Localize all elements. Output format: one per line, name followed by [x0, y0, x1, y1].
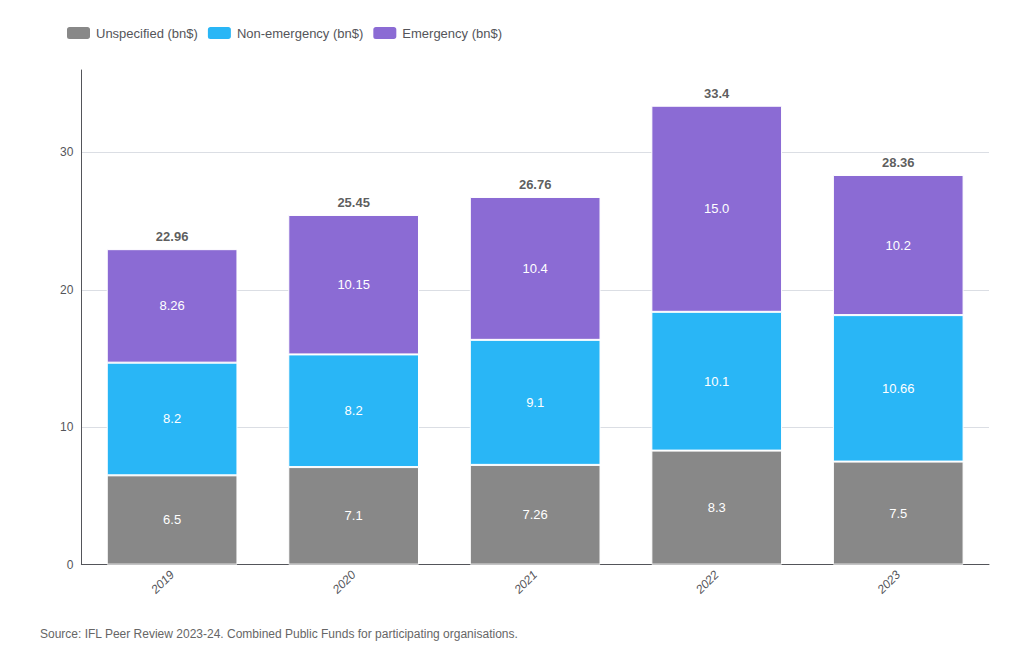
svg-text:Unspecified (bn$): Unspecified (bn$) [96, 26, 198, 41]
svg-text:10.2: 10.2 [886, 238, 911, 253]
svg-text:2019: 2019 [148, 567, 178, 597]
svg-text:10.4: 10.4 [523, 261, 548, 276]
svg-text:2021: 2021 [511, 568, 540, 597]
svg-text:8.26: 8.26 [159, 298, 184, 313]
svg-text:28.36: 28.36 [882, 155, 915, 170]
svg-text:7.5: 7.5 [889, 506, 907, 521]
svg-text:7.26: 7.26 [523, 507, 548, 522]
svg-text:20: 20 [60, 283, 74, 297]
svg-text:10.15: 10.15 [337, 277, 370, 292]
svg-text:33.4: 33.4 [704, 86, 730, 101]
svg-text:15.0: 15.0 [704, 201, 729, 216]
svg-text:10.66: 10.66 [882, 381, 915, 396]
svg-text:10: 10 [60, 420, 74, 434]
svg-text:8.2: 8.2 [163, 411, 181, 426]
svg-text:0: 0 [67, 558, 74, 572]
svg-text:10.1: 10.1 [704, 374, 729, 389]
svg-text:2023: 2023 [874, 567, 904, 597]
svg-text:30: 30 [60, 145, 74, 159]
svg-text:Source: IFL Peer Review 2023-2: Source: IFL Peer Review 2023-24. Combine… [40, 627, 518, 641]
svg-text:7.1: 7.1 [345, 508, 363, 523]
svg-text:2022: 2022 [692, 567, 722, 597]
svg-text:22.96: 22.96 [156, 229, 189, 244]
svg-text:Non-emergency (bn$): Non-emergency (bn$) [237, 26, 363, 41]
svg-text:Emergency (bn$): Emergency (bn$) [402, 26, 502, 41]
svg-text:8.3: 8.3 [708, 500, 726, 515]
svg-text:2020: 2020 [329, 567, 359, 597]
svg-text:8.2: 8.2 [345, 403, 363, 418]
svg-text:9.1: 9.1 [526, 395, 544, 410]
svg-text:6.5: 6.5 [163, 512, 181, 527]
svg-text:26.76: 26.76 [519, 177, 552, 192]
svg-text:25.45: 25.45 [337, 195, 370, 210]
